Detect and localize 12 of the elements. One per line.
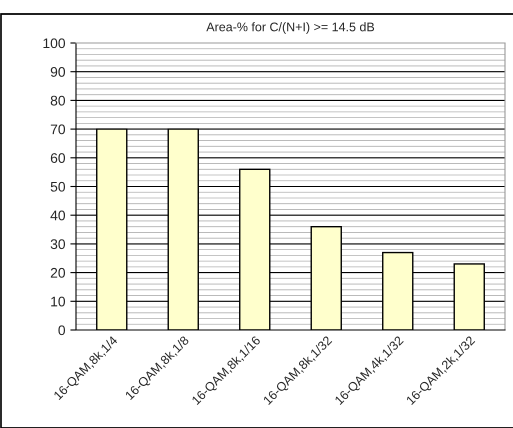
y-tick-label: 70: [50, 124, 66, 134]
y-tick-label: 80: [50, 96, 66, 106]
y-tick-label: 0: [58, 325, 66, 336]
y-tick-label: 40: [50, 210, 66, 220]
y-tick-label: 90: [50, 67, 66, 77]
y-tick-label: 10: [51, 296, 66, 306]
y-tick-label: 50: [50, 182, 66, 192]
chart-title: Area-% for C/(N+I) >= 14.5 dB: [206, 22, 374, 34]
y-tick-label: 20: [50, 268, 66, 278]
y-tick-label: 60: [50, 153, 66, 163]
y-tick-label: 30: [50, 239, 66, 250]
y-tick-label: 100: [43, 38, 66, 48]
